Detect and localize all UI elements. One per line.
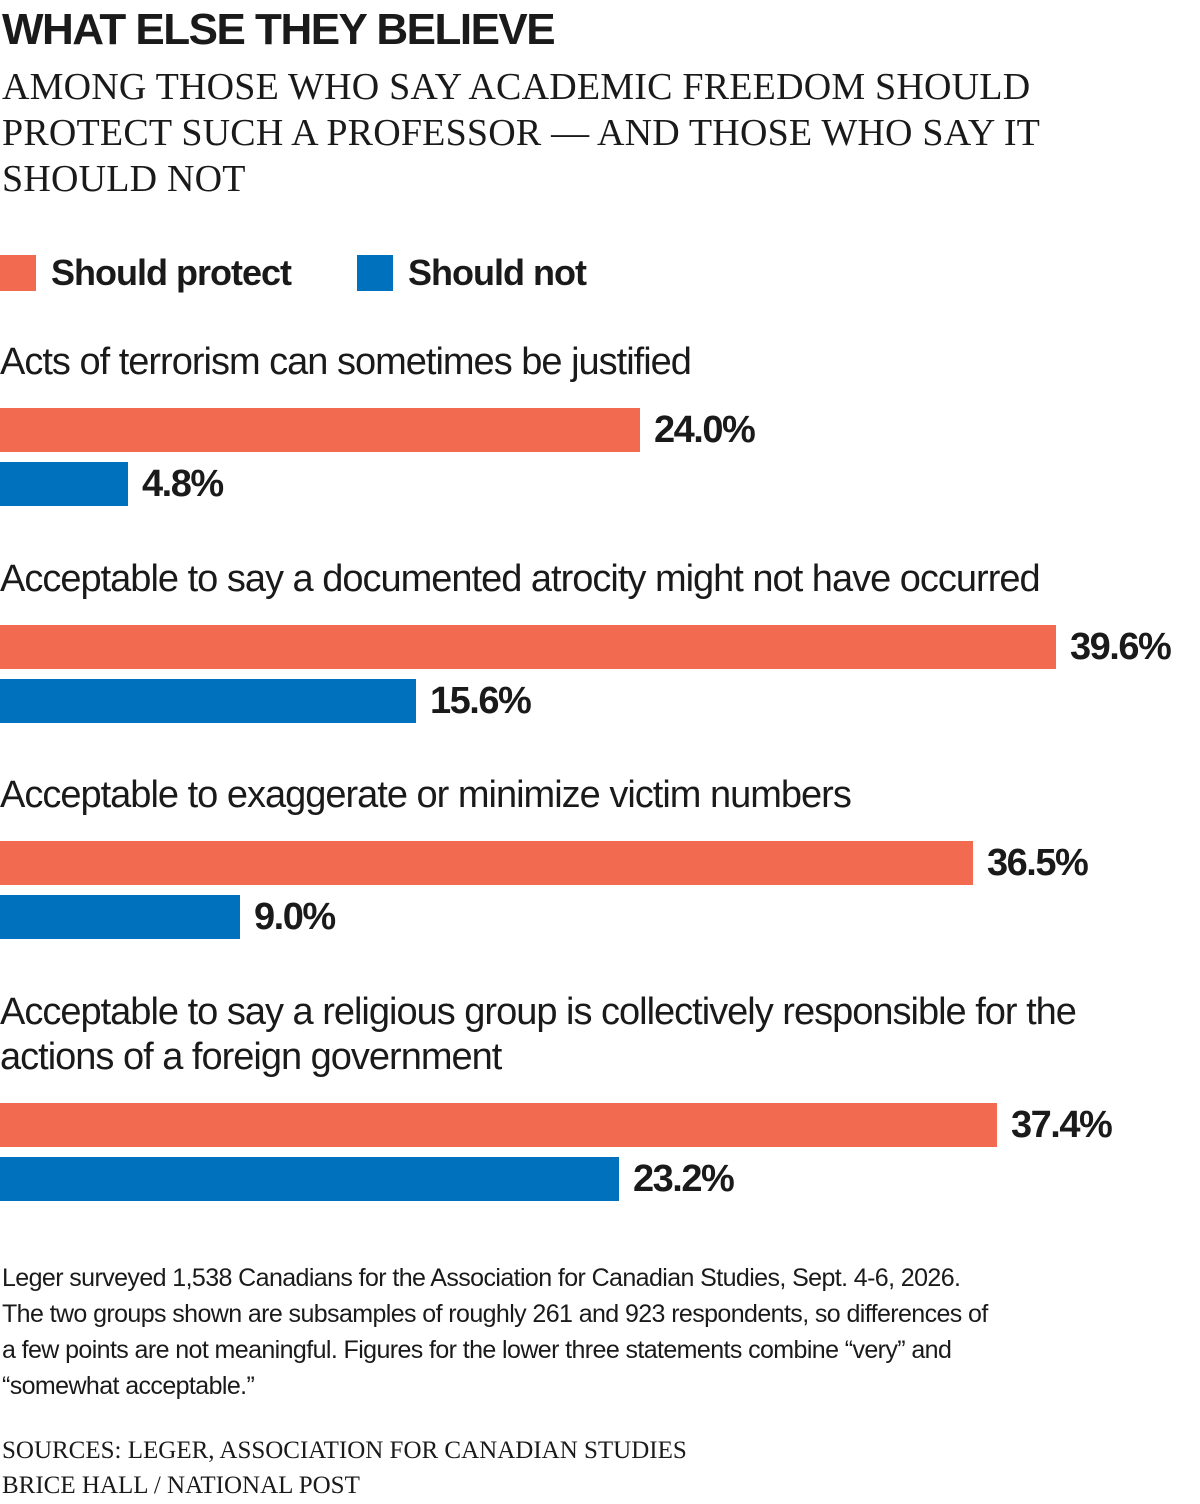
methodology-note: Leger surveyed 1,538 Canadians for the A… <box>2 1264 988 1400</box>
legend-swatch-should-protect <box>0 255 36 291</box>
bar-should-not-3 <box>0 895 240 939</box>
data-label-should-protect-2: 39.6% <box>1070 626 1172 668</box>
bar-should-not-1 <box>0 462 128 506</box>
bar-should-protect-1 <box>0 408 640 452</box>
bar-should-protect-3 <box>0 841 973 885</box>
legend-swatch-should-not <box>357 255 393 291</box>
data-label-should-not-2: 15.6% <box>430 680 532 722</box>
legend-item-should-protect: Should protect <box>0 252 292 294</box>
bar-should-not-2 <box>0 679 416 723</box>
data-label-should-not-3: 9.0% <box>254 896 336 938</box>
category-label-4: Acceptable to say a religious group is c… <box>0 991 1077 1078</box>
chart-subtitle: AMONG THOSE WHO SAY ACADEMIC FREEDOM SHO… <box>2 66 1040 200</box>
data-label-should-protect-1: 24.0% <box>654 409 756 451</box>
legend: Should protect Should not <box>0 250 652 296</box>
credit-line: BRICE HALL / NATIONAL POST <box>2 1472 360 1499</box>
category-label-2: Acceptable to say a documented atrocity … <box>0 558 1041 600</box>
category-label-1: Acts of terrorism can sometimes be justi… <box>0 341 692 383</box>
bar-should-protect-4 <box>0 1103 997 1147</box>
category-label-3: Acceptable to exaggerate or minimize vic… <box>0 774 852 816</box>
bar-should-protect-2 <box>0 625 1056 669</box>
bar-should-not-4 <box>0 1157 619 1201</box>
chart-title: WHAT ELSE THEY BELIEVE <box>2 5 556 54</box>
data-label-should-not-1: 4.8% <box>142 463 224 505</box>
legend-label-should-not: Should not <box>408 252 587 293</box>
legend-item-should-not: Should not <box>357 252 587 294</box>
data-label-should-protect-3: 36.5% <box>987 842 1089 884</box>
legend-label-should-protect: Should protect <box>51 252 292 293</box>
sources-line: SOURCES: LEGER, ASSOCIATION FOR CANADIAN… <box>2 1437 687 1464</box>
data-label-should-protect-4: 37.4% <box>1011 1104 1113 1146</box>
data-label-should-not-4: 23.2% <box>633 1158 735 1200</box>
